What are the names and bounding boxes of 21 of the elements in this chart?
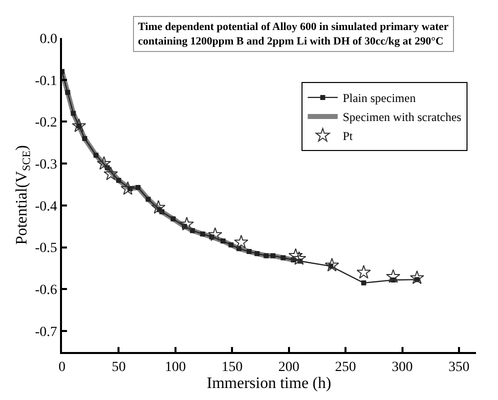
chart-title: Time dependent potential of Alloy 600 in simulated primary water containing 1200ppm B and 2ppm Li with DH of 30cc/kg at 290°C — [138, 21, 449, 48]
y-tick-label: -0.2 — [35, 116, 58, 131]
x-tick-label: 100 — [164, 360, 186, 375]
y-tick-label: -0.6 — [35, 283, 58, 298]
x-tick-label: 0 — [58, 360, 66, 375]
x-axis-title: Immersion time (h) — [206, 374, 332, 392]
legend-label: Plain specimen — [342, 91, 416, 106]
x-tick-label: 350 — [448, 360, 470, 375]
y-tick-label: -0.4 — [35, 199, 58, 214]
y-tick-label: -0.5 — [35, 241, 58, 256]
x-tick-label: 50 — [112, 360, 126, 375]
x-tick-label: 300 — [392, 360, 413, 375]
x-tick-label: 250 — [335, 360, 356, 375]
y-tick-label: -0.1 — [35, 74, 58, 89]
x-tick-label: 150 — [222, 360, 243, 375]
y-tick-label: -0.3 — [35, 158, 58, 172]
legend-label: Specimen with scratches — [342, 110, 462, 124]
legend-label: Pt — [342, 129, 354, 144]
y-tick-label: 0.0 — [40, 32, 58, 47]
y-tick-label: -0.7 — [35, 324, 58, 340]
x-tick-label: 200 — [278, 360, 300, 375]
